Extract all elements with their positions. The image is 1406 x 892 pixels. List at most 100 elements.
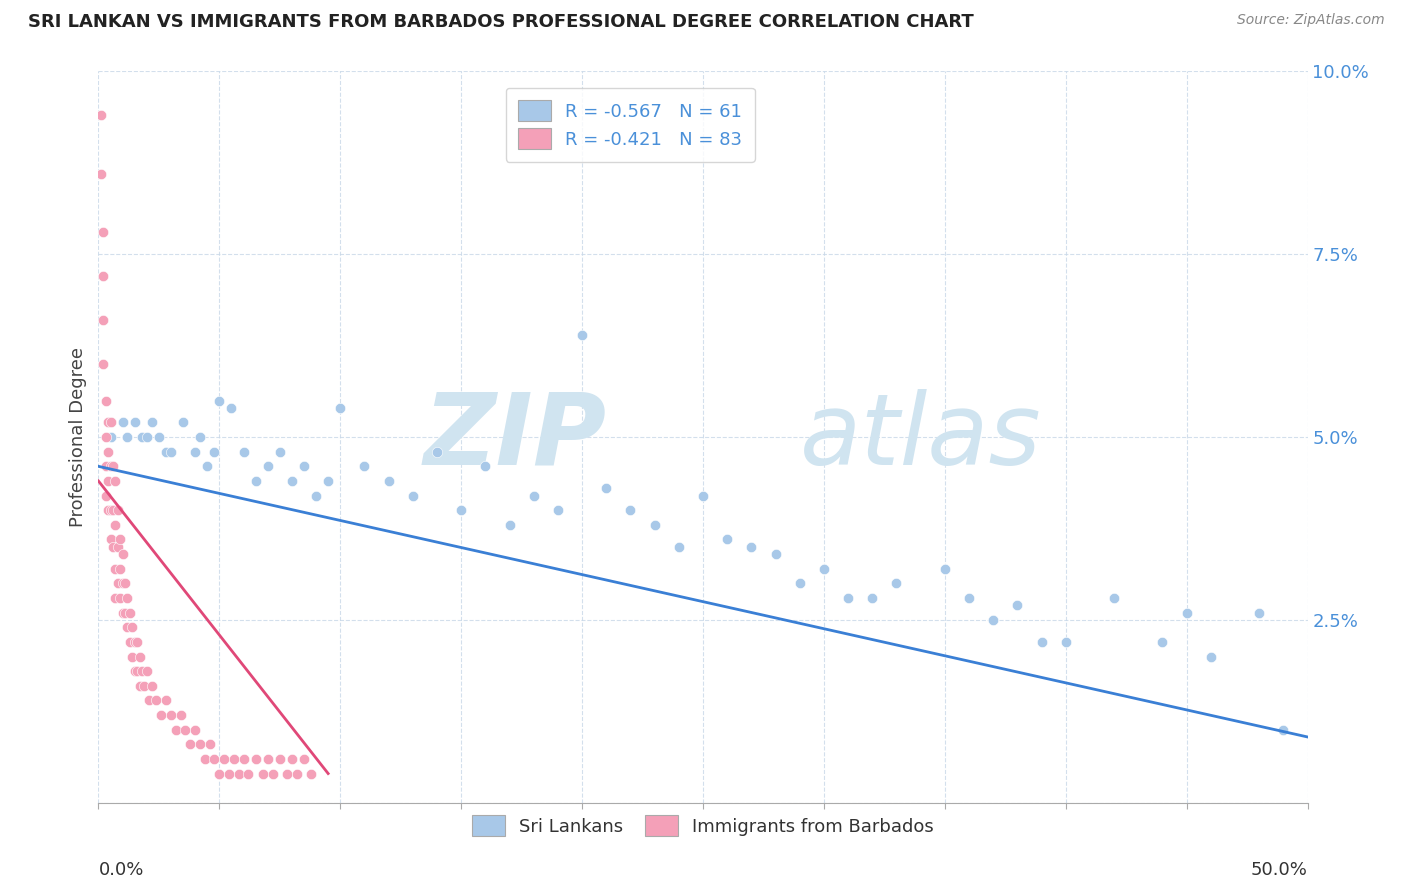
Point [256,752,278,766]
Point [204,444,226,458]
Point [91,269,114,284]
Point [114,576,136,591]
Point [547,503,569,517]
Point [195,459,218,474]
Point [256,459,278,474]
Point [124,416,146,430]
Point [108,562,131,576]
Point [789,576,811,591]
Point [135,664,157,678]
Point [107,576,129,591]
Point [353,459,375,474]
Text: atlas: atlas [800,389,1042,485]
Point [131,430,153,444]
Point [117,591,139,605]
Point [238,766,260,780]
Point [174,723,197,737]
Point [1249,606,1271,620]
Point [94,459,117,474]
Point [1007,599,1029,613]
Point [90,167,112,181]
Point [117,620,139,634]
Point [1054,635,1077,649]
Point [160,708,183,723]
Point [218,766,240,780]
Point [155,693,177,707]
Point [97,474,120,488]
Point [934,562,956,576]
Text: SRI LANKAN VS IMMIGRANTS FROM BARBADOS PROFESSIONAL DEGREE CORRELATION CHART: SRI LANKAN VS IMMIGRANTS FROM BARBADOS P… [28,13,974,31]
Point [316,474,339,488]
Point [668,540,690,554]
Point [121,649,143,664]
Point [100,533,122,547]
Point [957,591,980,605]
Point [188,430,211,444]
Point [118,635,141,649]
Point [886,576,908,591]
Point [252,766,274,780]
Point [148,430,170,444]
Point [1031,635,1053,649]
Point [97,416,120,430]
Point [837,591,859,605]
Point [104,474,127,488]
Point [1175,606,1198,620]
Point [155,444,177,458]
Point [571,327,593,342]
Point [101,540,124,554]
Point [1199,649,1222,664]
Y-axis label: Professional Degree: Professional Degree [69,347,87,527]
Point [232,444,254,458]
Point [194,752,217,766]
Point [222,752,245,766]
Point [114,606,136,620]
Point [91,313,114,327]
Point [91,225,114,239]
Point [111,416,134,430]
Point [107,503,129,517]
Point [141,679,163,693]
Point [124,635,146,649]
Point [104,591,127,605]
Point [1152,635,1174,649]
Point [716,533,738,547]
Point [523,489,546,503]
Point [299,766,322,780]
Point [150,708,173,723]
Point [169,708,191,723]
Point [107,540,129,554]
Point [212,752,235,766]
Point [1272,723,1295,737]
Point [127,664,149,678]
Point [276,766,298,780]
Point [127,635,149,649]
Point [269,752,291,766]
Point [981,613,1004,627]
Point [184,444,207,458]
Point [111,547,134,561]
Point [740,540,762,554]
Point [104,517,127,532]
Point [208,766,231,780]
Point [100,430,122,444]
Text: Source: ZipAtlas.com: Source: ZipAtlas.com [1237,13,1385,28]
Point [108,591,131,605]
Point [184,723,207,737]
Point [100,503,122,517]
Point [292,459,315,474]
Point [765,547,787,561]
Point [188,737,211,751]
Point [204,752,226,766]
Point [619,503,641,517]
Point [281,474,304,488]
Point [111,576,134,591]
Point [1102,591,1125,605]
Point [131,664,153,678]
Point [100,459,122,474]
Point [165,723,187,737]
Point [228,766,250,780]
Point [97,503,120,517]
Point [426,444,449,458]
Point [101,503,124,517]
